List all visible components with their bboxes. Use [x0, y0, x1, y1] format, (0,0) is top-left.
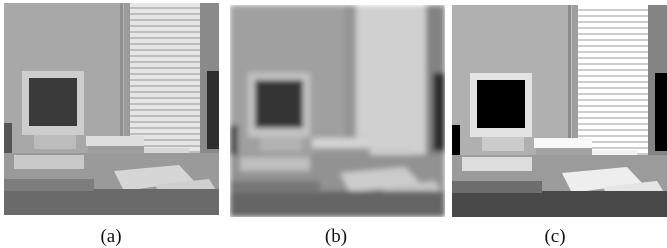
figure: (a) (b) (c)	[0, 0, 667, 248]
panel-image-c	[452, 5, 667, 217]
panel-caption: (b)	[325, 226, 347, 247]
page: {"figure": {"panels": [{"label": "(a)"},…	[0, 0, 667, 248]
panel-caption: (a)	[100, 226, 121, 247]
page-body: (a) (b) (c) (() => { const data = JSON.p…	[0, 0, 667, 248]
panel-caption: (c)	[544, 226, 565, 247]
panel-image-a	[4, 3, 219, 215]
panel-image-b	[230, 5, 445, 217]
